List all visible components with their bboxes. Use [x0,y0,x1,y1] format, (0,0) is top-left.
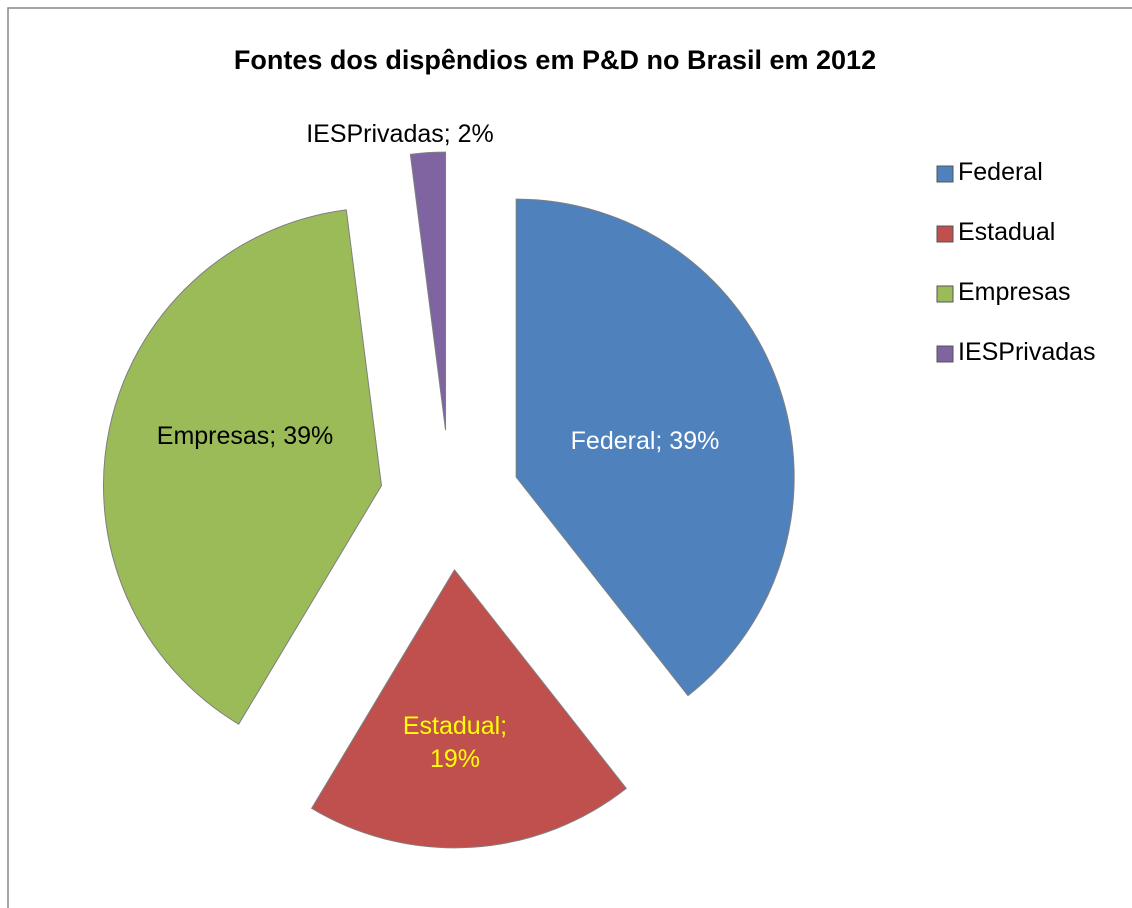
legend-label: Empresas [958,278,1071,306]
legend-swatch [936,165,954,183]
data-label: IESPrivadas; 2% [306,120,494,148]
legend-swatch [936,345,954,363]
legend-label: Estadual [958,218,1056,246]
legend-label: Federal [958,158,1043,186]
data-label: Estadual; 19% [402,712,508,773]
legend-swatch [936,285,954,303]
data-label: Empresas; 39% [156,422,334,450]
pie-slice [515,198,795,697]
legend-swatch [936,225,954,243]
pie-slice [409,151,447,431]
pie-slice [102,209,383,725]
data-label: Federal; 39% [570,427,720,455]
legend-label: IESPrivadas [958,338,1096,366]
chart-title: Fontes dos dispêndios em P&D no Brasil e… [234,45,876,75]
pie-slice [310,568,627,849]
